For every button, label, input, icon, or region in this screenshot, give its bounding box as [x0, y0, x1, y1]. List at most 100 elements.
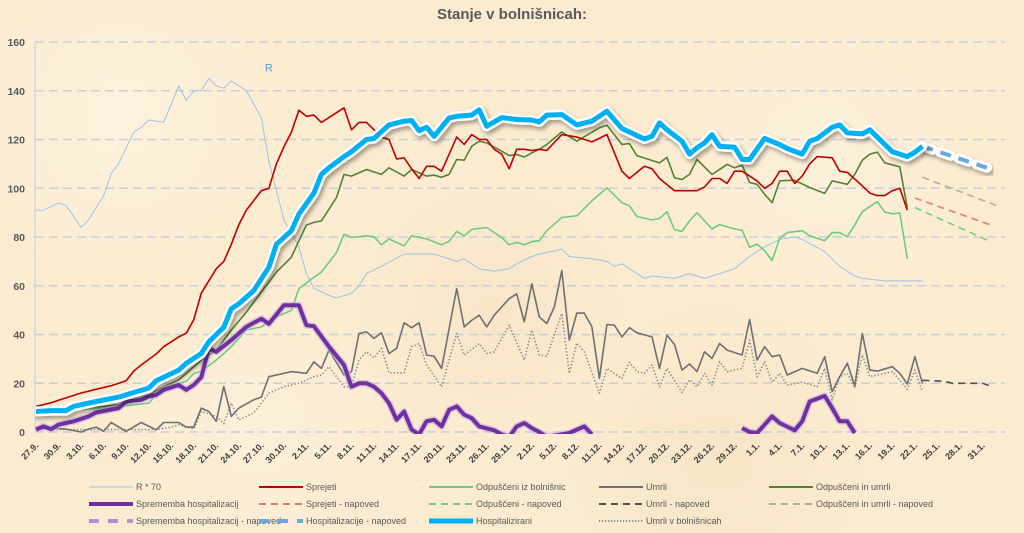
y-tick-label: 40: [13, 330, 25, 342]
x-tick-label: 28.1.: [943, 440, 964, 461]
legend: R * 70 Sprejeti Odpuščeni iz bolnišnic Umrl…: [88, 478, 938, 529]
x-tick-label: 10.1.: [808, 440, 829, 461]
legend-label: Odpuščeni in umrli - napoved: [816, 498, 934, 509]
x-tick-label: 29.11.: [489, 440, 513, 464]
series-sprejeti: [35, 107, 909, 408]
x-tick-label: 27.10.: [241, 440, 266, 465]
chart-title: Stanje v bolnišnicah:: [436, 6, 588, 23]
legend-item: Odpuščeni in umrli - napoved: [768, 495, 938, 512]
legend-item: Sprejeti: [258, 478, 428, 495]
x-tick-label: 3.10.: [64, 440, 85, 461]
series-hospitalizirani: [35, 104, 928, 417]
series-line-umrli_napoved: [922, 379, 991, 387]
series-layer: [35, 78, 998, 434]
series-line-odp_umrli_napoved: [922, 176, 998, 207]
y-tick-label: 0: [19, 427, 25, 439]
x-tick-label: 30.9.: [42, 440, 63, 461]
axis-layer: 0 20 40 60 80 100 120 140 160 27.9. 30.9. 3.10. 6.10…: [7, 37, 986, 465]
y-tick-label: 60: [13, 281, 25, 293]
x-tick-label: 14.11.: [377, 440, 401, 464]
x-tick-label: 12.10.: [128, 440, 153, 465]
series-odp_umrli_napoved: [922, 176, 998, 207]
x-tick-label: 2.12.: [515, 440, 536, 461]
x-tick-label: 20.11.: [422, 440, 446, 464]
series-sprememba: [35, 301, 858, 434]
legend-swatch: [599, 485, 643, 488]
legend-item: Hospitalizirani: [428, 512, 598, 529]
x-tick-label: 11.12.: [579, 440, 603, 464]
x-tick-label: 7.1.: [789, 440, 807, 458]
series-line-sprememba: [35, 303, 857, 434]
y-tick-label: 100: [7, 183, 25, 195]
legend-swatch: [429, 502, 473, 505]
legend-item: Hospitalizacije - napoved: [258, 512, 428, 529]
series-line-hosp_napoved: [921, 144, 991, 171]
legend-label: R * 70: [136, 481, 162, 492]
legend-item: Odpuščeni in umrli: [768, 478, 938, 495]
legend-item: Umrli - napoved: [598, 495, 768, 512]
legend-swatch: [259, 518, 303, 523]
series-line-sprejeti: [35, 107, 909, 408]
legend-swatch: [259, 502, 303, 505]
x-tick-label: 31.1.: [966, 440, 987, 461]
y-tick-label: 120: [7, 135, 25, 147]
annotation-layer: R: [265, 62, 273, 74]
x-tick-label: 13.1.: [830, 440, 851, 461]
legend-item: Sprememba hospitalizacij - napoved: [88, 512, 281, 529]
legend-label: Sprejeti - napoved: [306, 498, 380, 509]
x-tick-label: 25.1.: [921, 440, 942, 461]
x-tick-label: 4.1.: [766, 440, 784, 458]
x-tick-label: 30.10.: [264, 440, 289, 465]
x-tick-label: 8.12.: [560, 440, 581, 461]
legend-swatch: [429, 485, 473, 488]
x-tick-label: 20.12.: [647, 440, 672, 465]
series-umrli_napoved: [922, 379, 991, 387]
legend-label: Umrli - napoved: [646, 498, 710, 509]
series-line-r70: [36, 78, 923, 299]
legend-label: Hospitalizacije - napoved: [306, 515, 407, 526]
y-tick-label: 80: [13, 232, 25, 244]
x-tick-label: 5.12.: [537, 440, 558, 461]
x-tick-label: 18.10.: [173, 440, 198, 465]
series-halo: [35, 104, 928, 417]
legend-item: Sprememba hospitalizacij: [88, 495, 258, 512]
series-line-odpusceni_napoved: [914, 206, 991, 243]
y-tick-label: 160: [7, 37, 25, 49]
legend-item: Umrli: [598, 478, 768, 495]
x-tick-label: 11.11.: [354, 440, 378, 464]
x-tick-label: 1.1.: [744, 440, 762, 458]
x-tick-label: 17.12.: [624, 440, 649, 465]
legend-swatch: [769, 485, 813, 488]
x-tick-label: 22.1.: [898, 440, 919, 461]
legend-swatch: [429, 518, 473, 523]
x-tick-label: 6.10.: [87, 440, 108, 461]
x-tick-label: 24.10.: [218, 440, 243, 465]
series-r70: [36, 78, 923, 299]
legend-label: Umrli: [646, 481, 667, 492]
legend-item: Odpuščeni iz bolnišnic: [428, 478, 598, 495]
legend-label: Odpuščeni - napoved: [476, 498, 562, 509]
legend-label: Odpuščeni iz bolnišnic: [476, 481, 566, 492]
x-tick-label: 16.1.: [853, 440, 874, 461]
legend-label: Sprememba hospitalizacij - napoved: [136, 515, 282, 526]
legend-label: Odpuščeni in umrli: [816, 481, 891, 492]
x-tick-label: 26.12.: [692, 440, 717, 465]
x-tick-label: 23.11.: [444, 440, 468, 464]
series-odpusceni_napoved: [914, 206, 991, 243]
legend-swatch: [599, 502, 643, 505]
x-tick-label: 27.9.: [19, 440, 40, 461]
x-tick-label: 17.11.: [399, 440, 423, 464]
series-line-odp_umrli: [35, 124, 909, 411]
legend-label: Hospitalizirani: [476, 515, 533, 526]
series-odp_umrli: [35, 124, 909, 411]
series-umrli: [35, 269, 924, 433]
y-tick-label: 20: [13, 378, 25, 390]
x-tick-label: 15.10.: [151, 440, 176, 465]
chart: 0 20 40 60 80 100 120 140 160 27.9. 30.9. 3.10. 6.10…: [7, 37, 1005, 465]
x-tick-label: 29.12.: [714, 440, 739, 465]
x-tick-label: 26.11.: [467, 440, 491, 464]
x-tick-label: 14.12.: [602, 440, 627, 465]
series-hosp_napoved: [917, 141, 995, 174]
legend-item: R * 70: [88, 478, 258, 495]
series-line-hospitalizirani: [35, 107, 924, 414]
